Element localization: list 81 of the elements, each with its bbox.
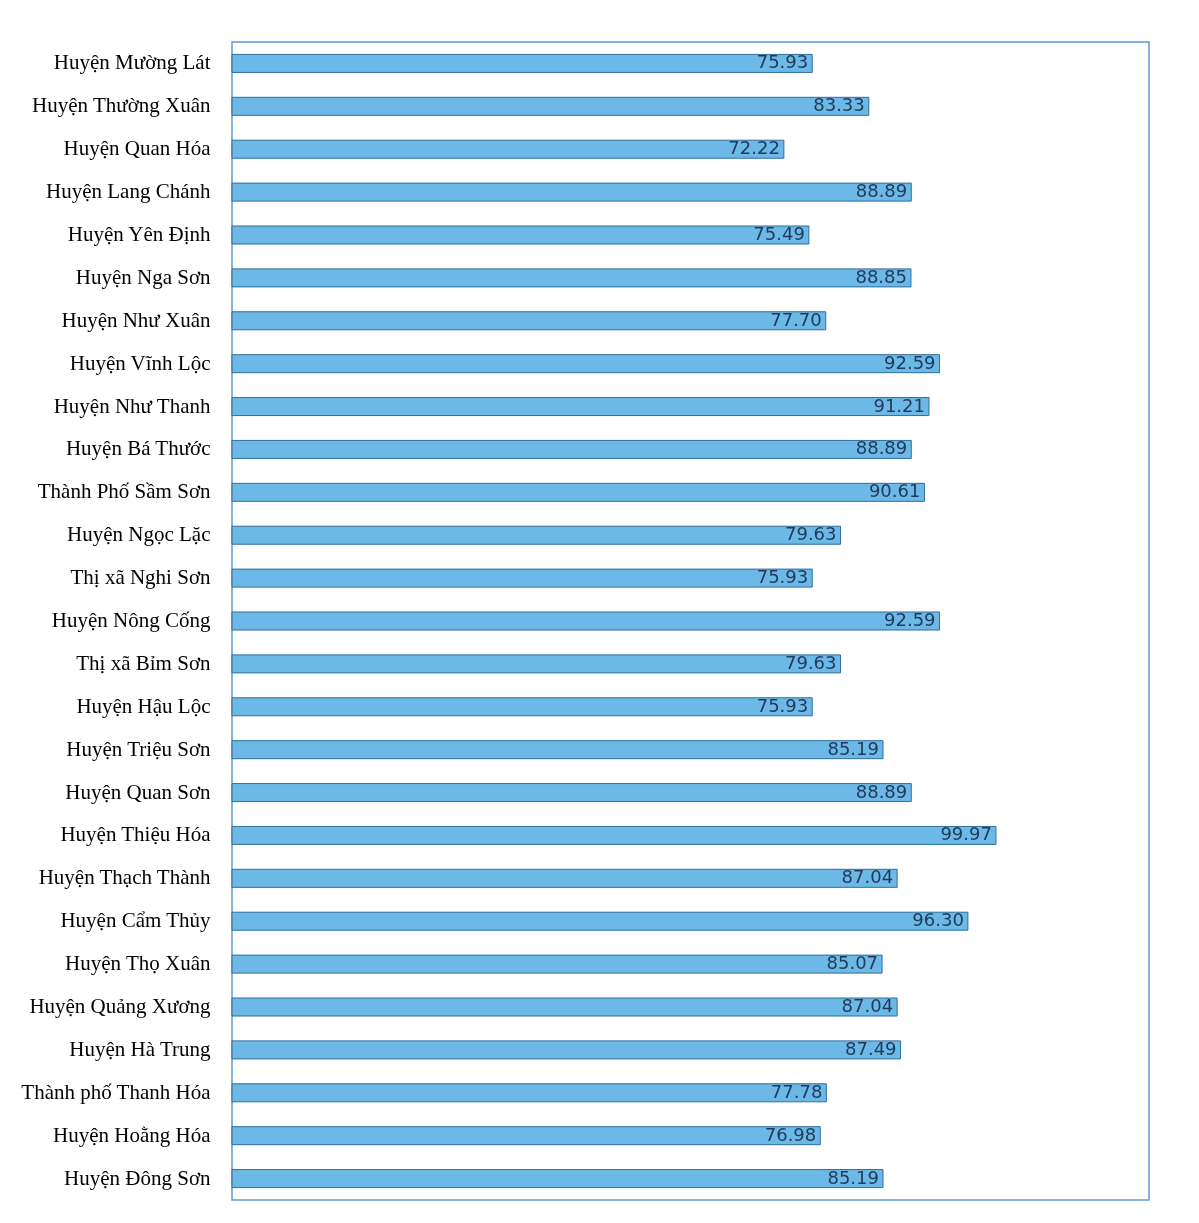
bar bbox=[231, 611, 941, 631]
bar bbox=[231, 954, 883, 974]
y-tick-label: Huyện Cẩm Thủy bbox=[60, 908, 211, 933]
y-tick-label: Huyện Hoằng Hóa bbox=[53, 1122, 212, 1147]
y-tick-label: Huyện Như Xuân bbox=[61, 307, 211, 332]
y-tick-label: Huyện Nga Sơn bbox=[75, 264, 211, 289]
data-label: 75.49 bbox=[753, 223, 805, 244]
y-tick-label: Huyện Mường Lát bbox=[53, 50, 211, 75]
bar bbox=[231, 1126, 821, 1146]
y-tick-label: Huyện Thạch Thành bbox=[38, 865, 211, 890]
y-tick-label: Thành Phố Sầm Sơn bbox=[37, 479, 211, 504]
data-label: 87.49 bbox=[845, 1037, 897, 1059]
bar bbox=[231, 525, 842, 545]
bar bbox=[231, 654, 842, 674]
data-label: 85.07 bbox=[826, 952, 879, 974]
data-label: 87.04 bbox=[841, 995, 894, 1016]
data-label: 75.93 bbox=[756, 51, 809, 73]
y-tick-label: Huyện Thọ Xuân bbox=[65, 951, 211, 976]
data-label: 77.70 bbox=[770, 308, 822, 330]
bar bbox=[231, 225, 810, 245]
y-tick-label: Huyện Quan Sơn bbox=[65, 779, 211, 804]
data-label: 77.78 bbox=[770, 1080, 823, 1102]
bar bbox=[231, 868, 898, 888]
data-label: 91.21 bbox=[873, 394, 925, 416]
bar bbox=[231, 697, 813, 717]
data-label: 85.19 bbox=[827, 737, 879, 759]
data-label: 92.59 bbox=[884, 609, 936, 630]
bar bbox=[231, 740, 884, 760]
data-label: 75.93 bbox=[756, 694, 809, 716]
y-tick-label: Huyện Thường Xuân bbox=[32, 93, 211, 118]
y-tick-label: Huyện Hà Trung bbox=[69, 1036, 211, 1061]
data-label: 88.89 bbox=[855, 180, 908, 202]
bar bbox=[231, 825, 997, 845]
bar bbox=[231, 1083, 827, 1103]
bar bbox=[231, 53, 813, 73]
data-label: 96.30 bbox=[912, 909, 964, 931]
y-tick-label: Huyện Lang Chánh bbox=[46, 179, 211, 204]
data-label: 99.97 bbox=[940, 823, 992, 845]
bar bbox=[231, 783, 912, 803]
bar bbox=[231, 268, 912, 288]
bar bbox=[231, 439, 912, 459]
data-label: 83.33 bbox=[813, 94, 865, 116]
y-tick-label: Huyện Thiệu Hóa bbox=[60, 822, 212, 847]
data-label: 79.63 bbox=[784, 651, 837, 673]
bar bbox=[231, 911, 969, 931]
y-tick-label: Huyện Đông Sơn bbox=[64, 1165, 211, 1190]
bar bbox=[231, 139, 785, 159]
bar bbox=[231, 1169, 884, 1189]
y-tick-label: Huyện Hậu Lộc bbox=[76, 693, 211, 718]
data-label: 88.89 bbox=[855, 780, 908, 802]
y-tick-label: Huyện Bá Thước bbox=[65, 436, 211, 461]
data-label: 88.85 bbox=[855, 265, 907, 287]
data-label: 75.93 bbox=[756, 566, 809, 588]
data-label: 87.04 bbox=[841, 866, 894, 888]
bar bbox=[231, 397, 930, 417]
bar bbox=[231, 997, 898, 1017]
y-tick-label: Thành phố Thanh Hóa bbox=[21, 1079, 212, 1104]
y-tick-label: Huyện Quảng Xương bbox=[29, 994, 211, 1018]
data-label: 88.89 bbox=[855, 437, 908, 459]
data-label: 79.63 bbox=[784, 523, 837, 545]
y-tick-label: Huyện Triệu Sơn bbox=[66, 736, 211, 761]
y-tick-label: Thị xã Nghi Sơn bbox=[70, 565, 211, 590]
bar bbox=[231, 354, 941, 374]
bar bbox=[231, 182, 912, 202]
y-tick-label: Thị xã Bỉm Sơn bbox=[76, 650, 211, 675]
y-tick-label: Huyện Ngọc Lặc bbox=[67, 522, 211, 547]
bar bbox=[231, 568, 813, 588]
data-label: 85.19 bbox=[827, 1166, 879, 1188]
bar bbox=[231, 482, 925, 502]
bar bbox=[231, 96, 870, 116]
y-tick-label: Huyện Yên Định bbox=[67, 222, 211, 246]
y-tick-label: Huyện Quan Hóa bbox=[63, 136, 212, 161]
bar bbox=[231, 311, 827, 331]
y-tick-label: Huyện Nông Cống bbox=[51, 608, 211, 632]
data-label: 76.98 bbox=[764, 1123, 817, 1145]
y-tick-label: Huyện Vĩnh Lộc bbox=[69, 350, 211, 375]
data-label: 92.59 bbox=[884, 351, 936, 373]
data-label: 72.22 bbox=[728, 137, 780, 159]
data-label: 90.61 bbox=[868, 480, 921, 502]
y-tick-label: Huyện Như Thanh bbox=[53, 393, 211, 418]
bar bbox=[231, 1040, 902, 1060]
